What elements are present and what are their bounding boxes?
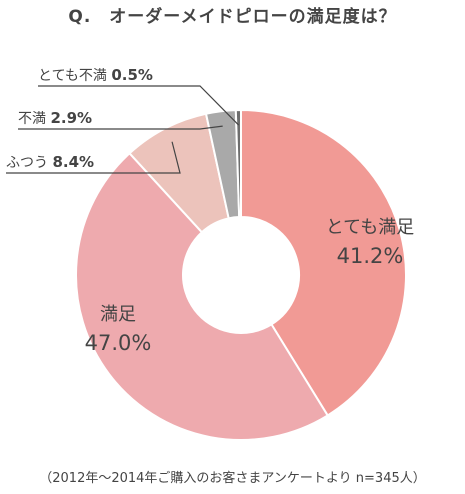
- leader-line-5: [38, 85, 240, 126]
- slice-labels: とても満足 41.2% 満足 47.0% ふつう 8.4% 不満 2.9% とても不満 0.…: [6, 66, 414, 355]
- slice-1: [240, 108, 407, 417]
- chart-title: Q. オーダーメイドピローの満足度は？: [68, 7, 397, 27]
- slice-label-1: とても満足: [326, 217, 415, 238]
- leader-lines: [6, 85, 240, 174]
- slice-5: [234, 108, 242, 219]
- slice-label-4: 不満 2.9%: [18, 109, 92, 127]
- slice-label-2: 満足: [100, 304, 136, 325]
- slice-label-5: とても不満 0.5%: [38, 66, 153, 84]
- slice-value-1: 41.2%: [337, 244, 404, 268]
- slice-2: [75, 151, 330, 441]
- slice-label-3: ふつう 8.4%: [6, 153, 94, 171]
- survey-source-note: （2012年～2014年ご購入のお客さまアンケートより n=345人）: [39, 471, 426, 486]
- slices: [75, 108, 407, 441]
- slice-value-2: 47.0%: [85, 331, 152, 355]
- leader-line-3: [6, 141, 181, 174]
- leader-line-4: [18, 125, 223, 130]
